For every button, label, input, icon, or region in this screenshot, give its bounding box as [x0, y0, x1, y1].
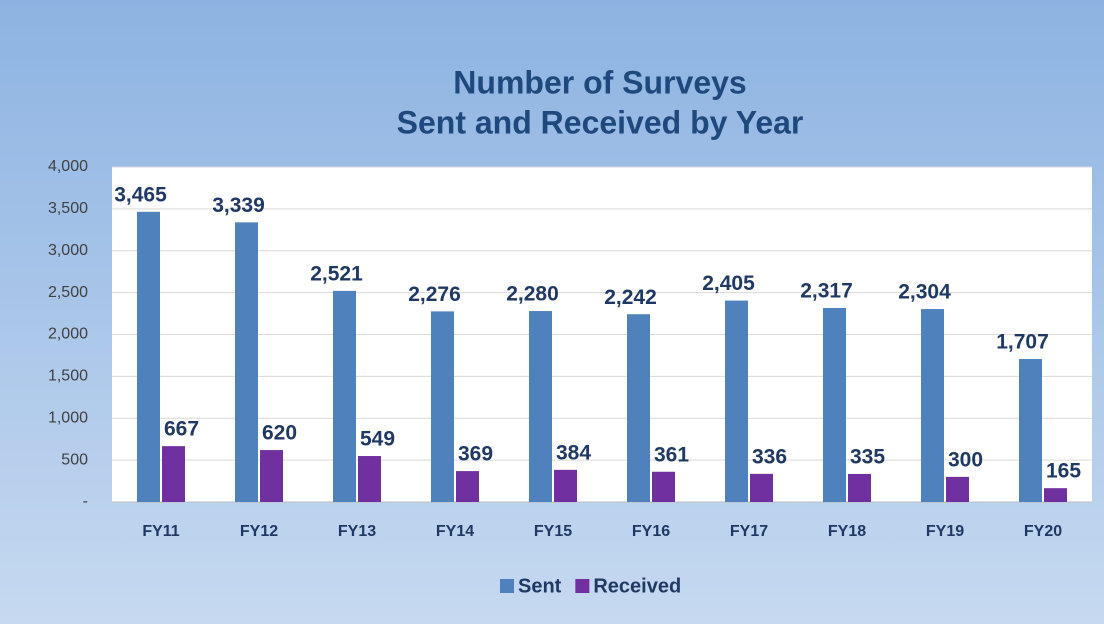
- legend-label: Received: [593, 575, 681, 597]
- value-label: 165: [1046, 460, 1081, 483]
- y-tick-label: 2,000: [48, 326, 88, 343]
- chart-title: Number of Surveys: [453, 64, 746, 100]
- bar: [921, 309, 944, 502]
- bar: [235, 222, 258, 502]
- y-tick-label: 3,500: [48, 200, 88, 217]
- value-label: 2,521: [310, 262, 363, 285]
- bar: [652, 471, 675, 502]
- y-tick-label: 3,000: [48, 242, 88, 259]
- value-label: 2,304: [898, 281, 951, 304]
- bar: [627, 314, 650, 502]
- value-label: 620: [262, 422, 297, 445]
- chart-title: Sent and Received by Year: [397, 104, 804, 140]
- bar: [137, 211, 160, 502]
- bar: [1044, 488, 1067, 502]
- bar: [750, 473, 773, 502]
- value-label: 384: [556, 441, 591, 464]
- value-label: 335: [850, 445, 885, 468]
- y-tick-label: 500: [61, 451, 88, 468]
- x-tick-label: FY15: [534, 523, 572, 540]
- value-label: 1,707: [996, 331, 1049, 354]
- bar: [431, 311, 454, 502]
- bar: [529, 311, 552, 502]
- legend-label: Sent: [518, 575, 562, 597]
- bar: [333, 290, 356, 502]
- bar: [1019, 359, 1042, 502]
- bar: [162, 446, 185, 502]
- x-tick-label: FY19: [926, 523, 964, 540]
- value-label: 549: [360, 428, 395, 451]
- x-tick-label: FY13: [338, 523, 376, 540]
- x-tick-label: FY18: [828, 523, 866, 540]
- y-tick-label: 1,500: [48, 368, 88, 385]
- value-label: 361: [654, 443, 689, 466]
- y-tick-label: 4,000: [48, 158, 88, 175]
- x-tick-label: FY14: [436, 523, 474, 540]
- value-label: 2,242: [604, 286, 657, 309]
- x-tick-label: FY16: [632, 523, 670, 540]
- x-tick-label: FY17: [730, 523, 768, 540]
- x-tick-label: FY11: [142, 523, 179, 540]
- y-tick-label: 2,500: [48, 284, 88, 301]
- bar: [456, 471, 479, 502]
- bar: [260, 450, 283, 502]
- legend-swatch: [500, 579, 514, 593]
- value-label: 3,339: [212, 194, 265, 217]
- x-tick-label: FY20: [1024, 523, 1062, 540]
- y-tick-label: 1,000: [48, 409, 88, 426]
- legend-swatch: [575, 579, 590, 593]
- value-label: 3,465: [114, 183, 167, 206]
- value-label: 2,276: [408, 283, 461, 306]
- value-label: 336: [752, 445, 787, 468]
- bar: [946, 476, 969, 502]
- bar: [823, 307, 846, 502]
- value-label: 667: [164, 418, 199, 441]
- x-tick-label: FY12: [240, 523, 278, 540]
- bar: [554, 469, 577, 502]
- bar: [725, 300, 748, 502]
- y-tick-label: -: [83, 493, 88, 510]
- value-label: 300: [948, 448, 983, 471]
- value-label: 369: [458, 443, 493, 466]
- bar: [358, 456, 381, 502]
- value-label: 2,317: [800, 279, 853, 302]
- value-label: 2,405: [702, 272, 755, 295]
- bar: [848, 473, 871, 502]
- value-label: 2,280: [506, 283, 559, 306]
